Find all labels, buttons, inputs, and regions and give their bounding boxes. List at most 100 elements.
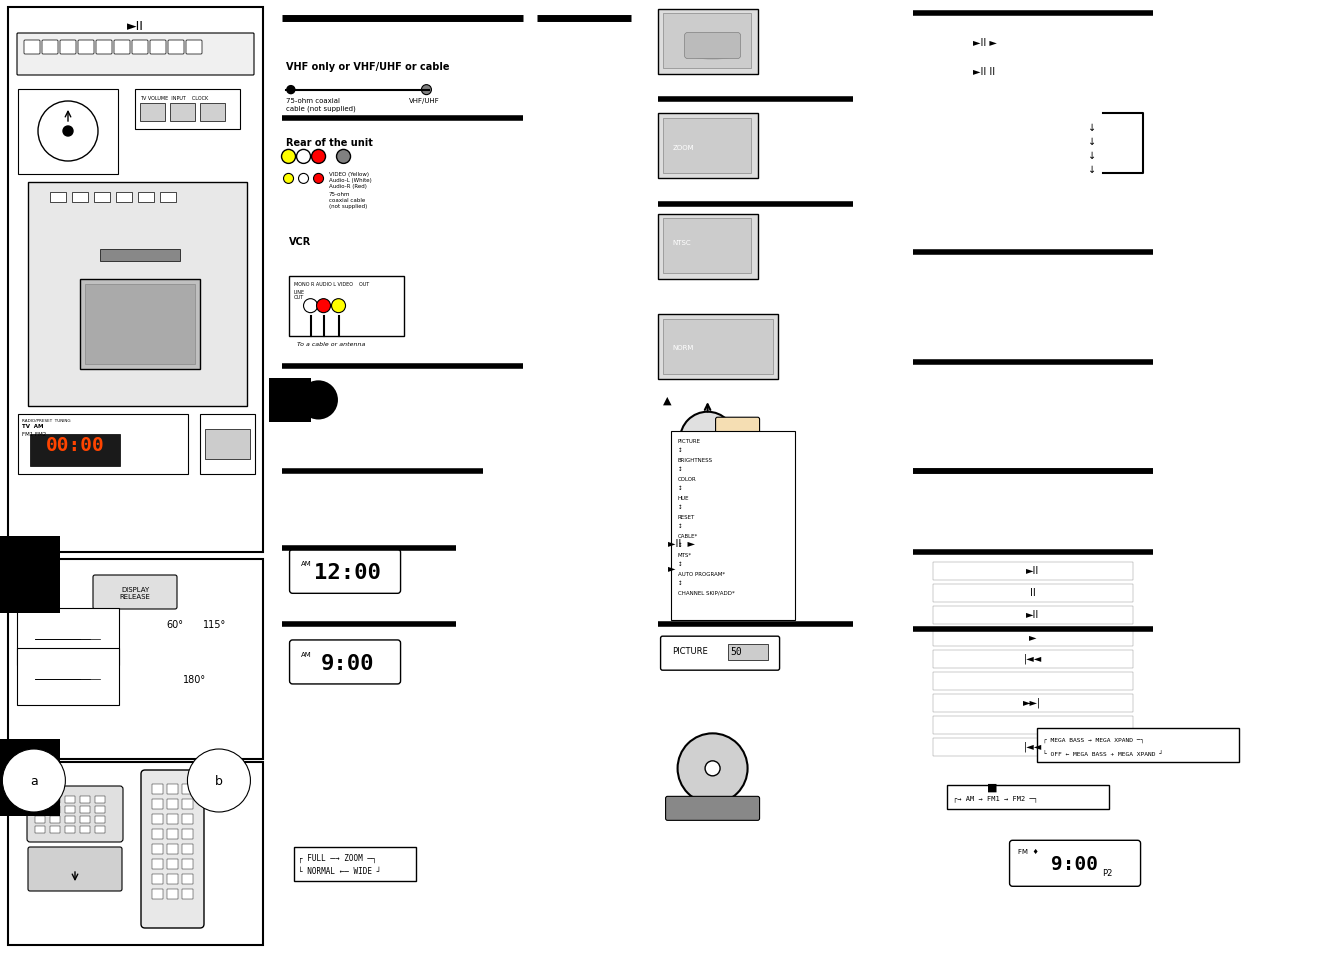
FancyBboxPatch shape [93, 576, 177, 609]
FancyBboxPatch shape [946, 785, 1108, 809]
Circle shape [337, 151, 350, 164]
Circle shape [287, 87, 295, 94]
Text: HUE: HUE [678, 496, 688, 500]
Bar [81, 826, 90, 833]
Text: DISPLAY
RELEASE: DISPLAY RELEASE [119, 587, 150, 599]
Text: C: C [17, 770, 30, 785]
Bar [658, 114, 758, 179]
Bar [200, 415, 255, 475]
Text: ↕: ↕ [678, 543, 682, 548]
Bar [183, 889, 193, 899]
Bar [81, 796, 90, 803]
Circle shape [331, 299, 345, 314]
Bar [17, 90, 118, 174]
Text: ►►|: ►►| [1024, 698, 1041, 708]
FancyBboxPatch shape [663, 119, 750, 174]
Circle shape [303, 299, 318, 314]
Circle shape [298, 174, 309, 184]
Bar [50, 193, 66, 203]
Text: PICTURE: PICTURE [672, 646, 709, 656]
FancyBboxPatch shape [17, 34, 254, 76]
Bar [81, 806, 90, 813]
Bar [166, 784, 178, 794]
Text: II: II [1029, 587, 1036, 598]
Bar [50, 816, 60, 823]
Text: ►: ► [1029, 631, 1036, 641]
Bar [166, 814, 178, 824]
Bar [152, 874, 162, 884]
Text: ↕: ↕ [678, 467, 682, 472]
FancyBboxPatch shape [290, 640, 400, 684]
Text: BRIGHTNESS: BRIGHTNESS [678, 457, 713, 462]
Bar [205, 430, 250, 459]
Bar [101, 250, 180, 262]
FancyBboxPatch shape [1009, 841, 1141, 886]
Text: ►II: ►II [126, 20, 144, 33]
Text: ↓: ↓ [1088, 122, 1096, 132]
FancyBboxPatch shape [666, 797, 760, 821]
Text: MONO R AUDIO L VIDEO    OUT: MONO R AUDIO L VIDEO OUT [294, 281, 369, 286]
Bar [170, 104, 195, 122]
FancyBboxPatch shape [663, 14, 750, 70]
Bar [64, 816, 75, 823]
Bar [166, 829, 178, 840]
FancyBboxPatch shape [660, 637, 780, 671]
Text: ►II II: ►II II [973, 67, 994, 76]
Text: ↓: ↓ [1088, 151, 1096, 160]
Bar [933, 738, 1133, 756]
Ellipse shape [702, 434, 714, 446]
Text: 9:00: 9:00 [1051, 854, 1098, 873]
Bar [35, 826, 46, 833]
Bar [64, 826, 75, 833]
Text: ►II  ►: ►II ► [667, 538, 695, 548]
Text: a: a [30, 774, 38, 787]
Bar [72, 193, 89, 203]
Bar [933, 584, 1133, 602]
Text: └ OFF ← MEGA BASS + MEGA XPAND ┘: └ OFF ← MEGA BASS + MEGA XPAND ┘ [1043, 750, 1162, 756]
Bar [8, 559, 263, 760]
Bar [64, 806, 75, 813]
Bar [933, 716, 1133, 734]
Text: VHF/UHF: VHF/UHF [409, 98, 440, 104]
FancyBboxPatch shape [663, 319, 773, 375]
Bar [30, 435, 119, 467]
FancyBboxPatch shape [168, 41, 184, 55]
FancyBboxPatch shape [17, 608, 119, 665]
Bar [95, 826, 105, 833]
FancyBboxPatch shape [150, 41, 166, 55]
Bar [166, 800, 178, 809]
Bar [95, 806, 105, 813]
Bar [166, 889, 178, 899]
Text: VCR: VCR [289, 237, 311, 247]
Text: 180°: 180° [184, 675, 207, 684]
Text: |◄◄: |◄◄ [1024, 741, 1041, 752]
Text: └ NORMAL ←─ WIDE ┘: └ NORMAL ←─ WIDE ┘ [298, 866, 381, 875]
Bar [166, 844, 178, 854]
Ellipse shape [705, 761, 721, 776]
Bar [658, 10, 758, 74]
Text: ►II ►: ►II ► [973, 38, 997, 48]
Text: P2: P2 [1103, 868, 1113, 878]
Circle shape [311, 151, 326, 164]
FancyBboxPatch shape [290, 550, 400, 594]
Text: RADIO/PRESET  TUNING: RADIO/PRESET TUNING [21, 418, 71, 422]
Circle shape [282, 151, 295, 164]
Text: NTSC: NTSC [672, 240, 691, 246]
Ellipse shape [678, 734, 747, 803]
Bar [183, 829, 193, 840]
FancyBboxPatch shape [24, 41, 40, 55]
Text: TV VOLUME  INPUT    CLOCK: TV VOLUME INPUT CLOCK [140, 96, 208, 101]
Text: ↕: ↕ [678, 580, 682, 586]
Bar [183, 784, 193, 794]
Bar [152, 814, 162, 824]
Text: ■: ■ [988, 781, 998, 791]
FancyBboxPatch shape [28, 183, 247, 407]
Bar [8, 762, 263, 945]
Text: NORM: NORM [672, 345, 694, 351]
Circle shape [63, 127, 72, 137]
Bar [658, 214, 758, 279]
Text: VIDEO (Yellow)
Audio-L (White)
Audio-R (Red): VIDEO (Yellow) Audio-L (White) Audio-R (… [329, 172, 372, 189]
Text: 60°: 60° [166, 619, 184, 629]
Text: 00:00: 00:00 [46, 436, 105, 455]
Text: ►: ► [667, 562, 675, 572]
